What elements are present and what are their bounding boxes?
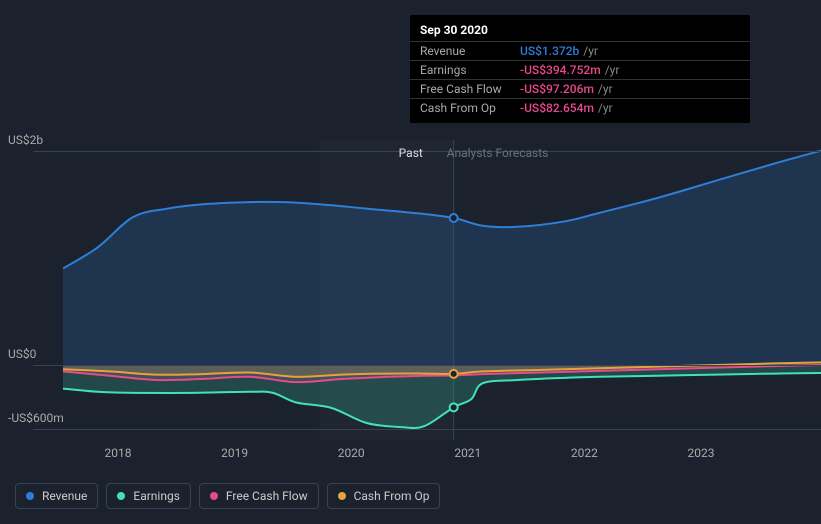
legend-label: Cash From Op [354, 489, 430, 503]
tooltip-unit: /yr [598, 101, 613, 115]
tooltip-value: US$1.372b [520, 44, 579, 58]
past-label: Past [399, 146, 423, 160]
x-tick-label: 2019 [221, 446, 248, 460]
tooltip-label: Earnings [420, 63, 520, 77]
legend-dot-icon [117, 492, 125, 500]
legend-item[interactable]: Cash From Op [327, 483, 441, 509]
tooltip-row: Earnings-US$394.752m/yr [410, 60, 750, 79]
legend-label: Earnings [133, 489, 180, 503]
gridline [33, 429, 821, 430]
x-tick-label: 2021 [454, 446, 481, 460]
x-tick-label: 2023 [688, 446, 715, 460]
tooltip-label: Free Cash Flow [420, 82, 520, 96]
legend-item[interactable]: Earnings [106, 483, 191, 509]
legend-item[interactable]: Revenue [15, 483, 98, 509]
tooltip-row: Cash From Op-US$82.654m/yr [410, 98, 750, 117]
x-tick-label: 2020 [338, 446, 365, 460]
y-tick-label: US$2b [8, 133, 43, 147]
tooltip-label: Cash From Op [420, 101, 520, 115]
legend-dot-icon [338, 492, 346, 500]
legend: Revenue Earnings Free Cash Flow Cash From O… [15, 483, 440, 509]
forecast-label: Analysts Forecasts [447, 146, 549, 160]
x-tick-label: 2022 [571, 446, 598, 460]
tooltip-row: RevenueUS$1.372b/yr [410, 41, 750, 60]
tooltip-value: -US$82.654m [520, 101, 594, 115]
y-tick-label: -US$600m [8, 411, 64, 425]
y-tick-label: US$0 [8, 347, 36, 361]
legend-label: Revenue [42, 489, 87, 503]
tooltip: Sep 30 2020 RevenueUS$1.372b/yrEarnings-… [410, 15, 750, 123]
tooltip-unit: /yr [605, 63, 620, 77]
x-tick-label: 2018 [104, 446, 131, 460]
gridline [33, 151, 821, 152]
legend-item[interactable]: Free Cash Flow [199, 483, 319, 509]
legend-label: Free Cash Flow [226, 489, 308, 503]
tooltip-unit: /yr [598, 82, 613, 96]
tooltip-value: -US$394.752m [520, 63, 601, 77]
tooltip-unit: /yr [583, 44, 598, 58]
gridline [33, 365, 821, 366]
tooltip-value: -US$97.206m [520, 82, 594, 96]
tooltip-row: Free Cash Flow-US$97.206m/yr [410, 79, 750, 98]
tooltip-title: Sep 30 2020 [410, 21, 750, 41]
legend-dot-icon [26, 492, 34, 500]
tooltip-label: Revenue [420, 44, 520, 58]
legend-dot-icon [210, 492, 218, 500]
